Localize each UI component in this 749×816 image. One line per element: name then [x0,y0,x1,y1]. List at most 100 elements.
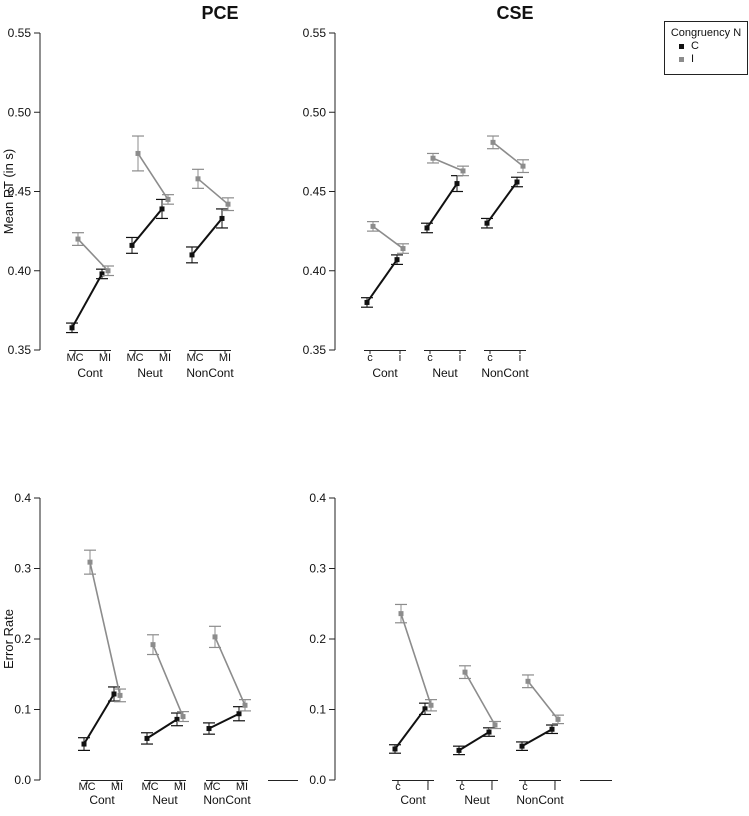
x-tick-label: MI [219,352,231,364]
data-point-i [400,246,406,252]
y-tick-label: 0.35 [303,343,327,357]
data-point-c [549,726,555,732]
series-line-i [137,153,169,200]
x-tick-label: i [554,781,556,793]
x-group-label: Cont [400,793,426,807]
data-point-c [456,747,462,753]
y-tick-label: 0.45 [8,185,32,199]
data-point-i [428,702,434,708]
x-group-label: Neut [464,793,490,807]
series-line-c [486,181,518,224]
y-tick-label: 0.55 [303,26,327,40]
x-tick-label: c [487,352,493,364]
x-tick-label: MC [126,352,143,364]
x-tick-label: MI [159,352,171,364]
data-point-i [430,155,436,161]
y-tick-label: 0.35 [8,343,32,357]
data-point-i [398,611,404,617]
series-line-c [191,217,223,256]
y-axis-title: Mean RT (in s) [1,149,16,235]
data-point-c [144,735,150,741]
series-line-i [400,613,432,706]
series-line-i [152,644,184,717]
y-tick-label: 0.0 [14,773,31,787]
data-point-i [87,559,93,565]
y-tick-label: 0.0 [309,773,326,787]
data-point-c [174,716,180,722]
series-line-i [372,225,404,250]
data-point-c [424,225,430,231]
y-axis-title: Error Rate [1,609,16,669]
panel-title-cse: CSE [496,3,534,23]
y-tick-label: 0.40 [303,264,327,278]
x-tick-label: i [399,352,401,364]
data-point-c [159,206,165,212]
data-point-c [364,299,370,305]
x-tick-label: c [367,352,373,364]
data-point-i [225,201,231,207]
x-tick-label: i [459,352,461,364]
data-point-c [514,179,520,185]
legend-item-c: C [679,40,747,52]
series-line-i [89,561,121,696]
data-point-i [490,139,496,145]
y-tick-label: 0.1 [14,703,31,717]
data-point-c [99,271,105,277]
legend-title: Congruency N [670,27,742,39]
y-tick-label: 0.3 [14,562,31,576]
data-point-i [555,716,561,722]
x-tick-label: MI [111,781,123,793]
x-tick-label: MI [99,352,111,364]
x-tick-label: c [427,352,433,364]
data-point-c [69,325,75,331]
x-group-label: NonCont [481,366,529,380]
data-point-i [195,176,201,182]
series-line-c [131,208,163,247]
x-tick-label: MC [66,352,83,364]
data-point-i [370,223,376,229]
panel-title-pce: PCE [201,3,239,23]
data-point-c [111,691,117,697]
data-point-c [392,746,398,752]
x-tick-label: MC [186,352,203,364]
x-group-label: NonCont [203,793,251,807]
y-tick-label: 0.2 [309,632,326,646]
series-line-i [492,141,524,167]
legend-swatch-c [679,43,684,49]
legend-label-i: I [691,53,695,65]
y-tick-label: 0.50 [8,105,32,119]
x-tick-label: c [522,781,528,793]
series-line-i [464,671,496,726]
series-line-c [71,273,103,329]
data-point-i [460,168,466,174]
series-line-c [426,183,458,229]
x-tick-label: i [519,352,521,364]
data-point-c [422,706,428,712]
series-line-i [197,178,229,205]
x-group-label: Neut [432,366,458,380]
data-point-c [219,215,225,221]
x-tick-label: MI [236,781,248,793]
data-point-i [117,692,123,698]
data-point-c [519,743,525,749]
data-point-c [484,220,490,226]
legend: Congruency N C I [664,21,748,75]
data-point-i [462,669,468,675]
x-group-label: NonCont [516,793,564,807]
x-tick-label: i [427,781,429,793]
data-point-c [206,726,212,732]
x-tick-label: i [491,781,493,793]
y-tick-label: 0.3 [309,562,326,576]
data-point-i [105,268,111,274]
data-point-c [81,741,87,747]
y-tick-label: 0.2 [14,632,31,646]
x-tick-label: c [395,781,401,793]
x-tick-label: MC [203,781,220,793]
series-line-i [432,157,464,172]
series-line-c [521,728,553,748]
data-point-i [165,196,171,202]
data-point-i [492,722,498,728]
series-line-c [146,718,178,740]
